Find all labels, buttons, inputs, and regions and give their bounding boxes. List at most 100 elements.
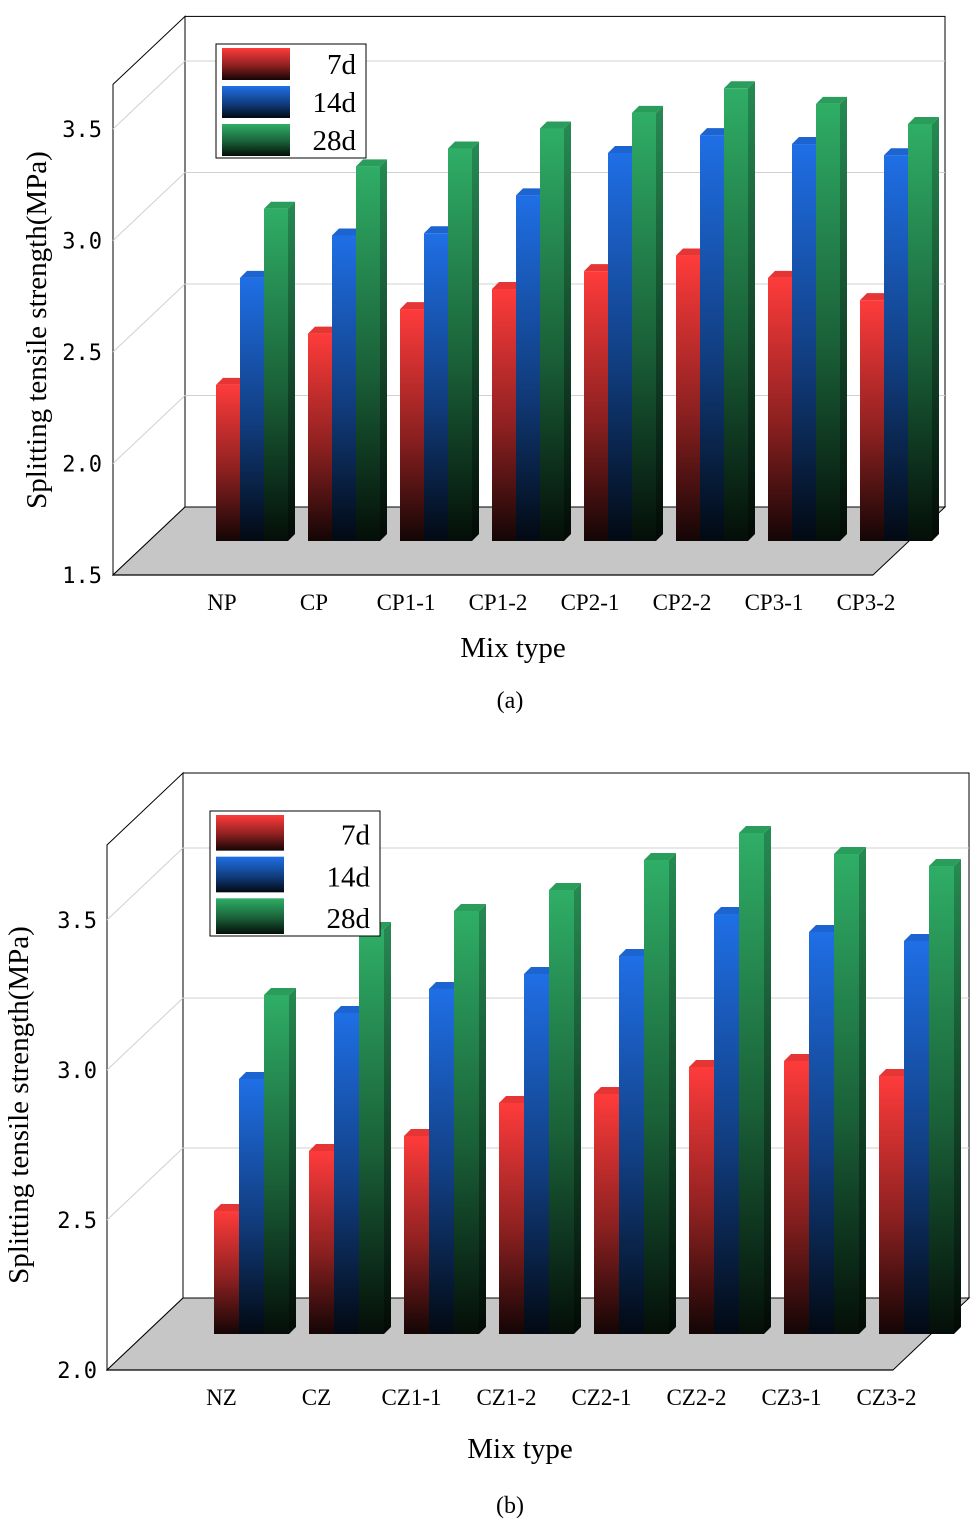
bar-front bbox=[448, 148, 472, 541]
bar-top bbox=[308, 326, 339, 334]
bar-front bbox=[308, 333, 332, 541]
grid-line-side bbox=[106, 847, 184, 921]
bar-front bbox=[689, 1067, 714, 1334]
grid-line-side bbox=[112, 172, 186, 241]
bar-side bbox=[472, 141, 479, 541]
x-tick-label: CP3-2 bbox=[837, 590, 896, 615]
bar-top bbox=[700, 128, 731, 136]
bar-front bbox=[884, 155, 908, 541]
bar-front bbox=[644, 860, 669, 1334]
y-tick-label: 3.0 bbox=[62, 230, 102, 255]
grid-line-side bbox=[112, 283, 186, 353]
bar-top bbox=[689, 1060, 721, 1067]
bar-side bbox=[380, 159, 387, 542]
y-tick-label: 3.0 bbox=[57, 1059, 97, 1084]
bar-side bbox=[289, 988, 296, 1334]
bar-front bbox=[454, 911, 479, 1334]
bar-top bbox=[792, 137, 823, 145]
chart-panel-b: 2.0 2.5 3.0 3.5 NZ CZ CZ1-1 CZ1-2 CZ2-1 CZ2-2 CZ3-… bbox=[3, 771, 971, 1519]
bar-front bbox=[359, 929, 384, 1334]
bar-front bbox=[400, 309, 424, 541]
bar-front bbox=[608, 152, 632, 542]
bar-top bbox=[499, 1096, 531, 1103]
bar-top bbox=[724, 81, 755, 89]
left-wall bbox=[106, 771, 184, 1372]
bar-top bbox=[860, 293, 891, 301]
bar-CP3-1-28d bbox=[816, 96, 847, 542]
bar-top bbox=[524, 967, 556, 974]
bar-side bbox=[656, 105, 663, 541]
grid-line-side bbox=[112, 60, 186, 130]
y-tick-label: 3.5 bbox=[62, 118, 102, 143]
panel-label: (a) bbox=[497, 688, 524, 714]
bar-front bbox=[619, 956, 644, 1334]
bar-CP1-2-28d bbox=[540, 121, 571, 541]
x-tick-label: CP2-1 bbox=[561, 590, 620, 615]
bar-side bbox=[764, 826, 771, 1334]
bar-top bbox=[816, 96, 847, 104]
bar-top bbox=[632, 105, 663, 113]
bar-front bbox=[424, 233, 448, 541]
bar-front bbox=[239, 1079, 264, 1334]
bar-front bbox=[309, 1151, 334, 1334]
bar-front bbox=[404, 1136, 429, 1334]
bar-top bbox=[619, 949, 651, 956]
bar-front bbox=[240, 277, 264, 541]
bar-top bbox=[356, 159, 387, 167]
y-axis-title: Splitting tensile strength(MPa) bbox=[3, 926, 35, 1284]
bar-side bbox=[932, 116, 939, 542]
y-tick-label: 2.0 bbox=[57, 1359, 97, 1384]
bar-top bbox=[879, 1069, 911, 1076]
bar-top bbox=[264, 201, 295, 209]
bar-front bbox=[429, 989, 454, 1334]
bar-CZ2-1-28d bbox=[644, 853, 676, 1334]
chart-panel-a: 1.5 2.0 2.5 3.0 3.5 NP CP CP1-1 CP1-2 CP2-1 CP2-2 C… bbox=[21, 15, 947, 714]
bar-top bbox=[929, 859, 961, 866]
bar-CP2-2-28d bbox=[724, 81, 755, 541]
x-tick-label: CP3-1 bbox=[745, 590, 804, 615]
bar-top bbox=[809, 925, 841, 932]
bar-NZ-28d bbox=[264, 988, 296, 1334]
bar-top bbox=[404, 1129, 436, 1136]
legend-swatch-14d bbox=[222, 86, 290, 118]
bar-front bbox=[524, 974, 549, 1334]
bar-top bbox=[448, 141, 479, 149]
bar-side bbox=[669, 853, 676, 1334]
bar-CZ-28d bbox=[359, 922, 391, 1334]
bar-front bbox=[816, 103, 840, 542]
legend-label-28d: 28d bbox=[313, 125, 357, 157]
legend-swatch-7d bbox=[222, 48, 290, 80]
bar-CP-28d bbox=[356, 159, 387, 542]
legend-swatch-7d bbox=[216, 815, 284, 851]
bar-front bbox=[540, 128, 564, 541]
bar-side bbox=[859, 847, 866, 1334]
bar-top bbox=[454, 904, 486, 911]
bar-front bbox=[334, 1013, 359, 1334]
bar-CP1-1-28d bbox=[448, 141, 479, 541]
y-tick-label: 2.5 bbox=[62, 341, 102, 366]
bar-top bbox=[904, 934, 936, 941]
bar-top bbox=[594, 1087, 626, 1094]
bar-top bbox=[549, 883, 581, 890]
bar-side bbox=[574, 883, 581, 1334]
bar-top bbox=[214, 1204, 246, 1211]
bar-front bbox=[879, 1076, 904, 1334]
bar-front bbox=[904, 941, 929, 1334]
bar-top bbox=[784, 1054, 816, 1061]
bar-top bbox=[400, 302, 431, 310]
legend-label-14d: 14d bbox=[327, 861, 371, 893]
bar-front bbox=[860, 300, 884, 541]
bar-side bbox=[954, 859, 961, 1334]
x-tick-label: CP2-2 bbox=[653, 590, 712, 615]
legend-label-7d: 7d bbox=[327, 49, 357, 81]
y-tick-label: 2.5 bbox=[57, 1209, 97, 1234]
bar-CZ1-2-28d bbox=[549, 883, 581, 1334]
bar-front bbox=[809, 932, 834, 1334]
bar-side bbox=[564, 121, 571, 541]
bar-side bbox=[384, 922, 391, 1334]
bar-front bbox=[768, 277, 792, 541]
x-axis-title: Mix type bbox=[460, 632, 566, 664]
legend-swatch-28d bbox=[222, 124, 290, 156]
